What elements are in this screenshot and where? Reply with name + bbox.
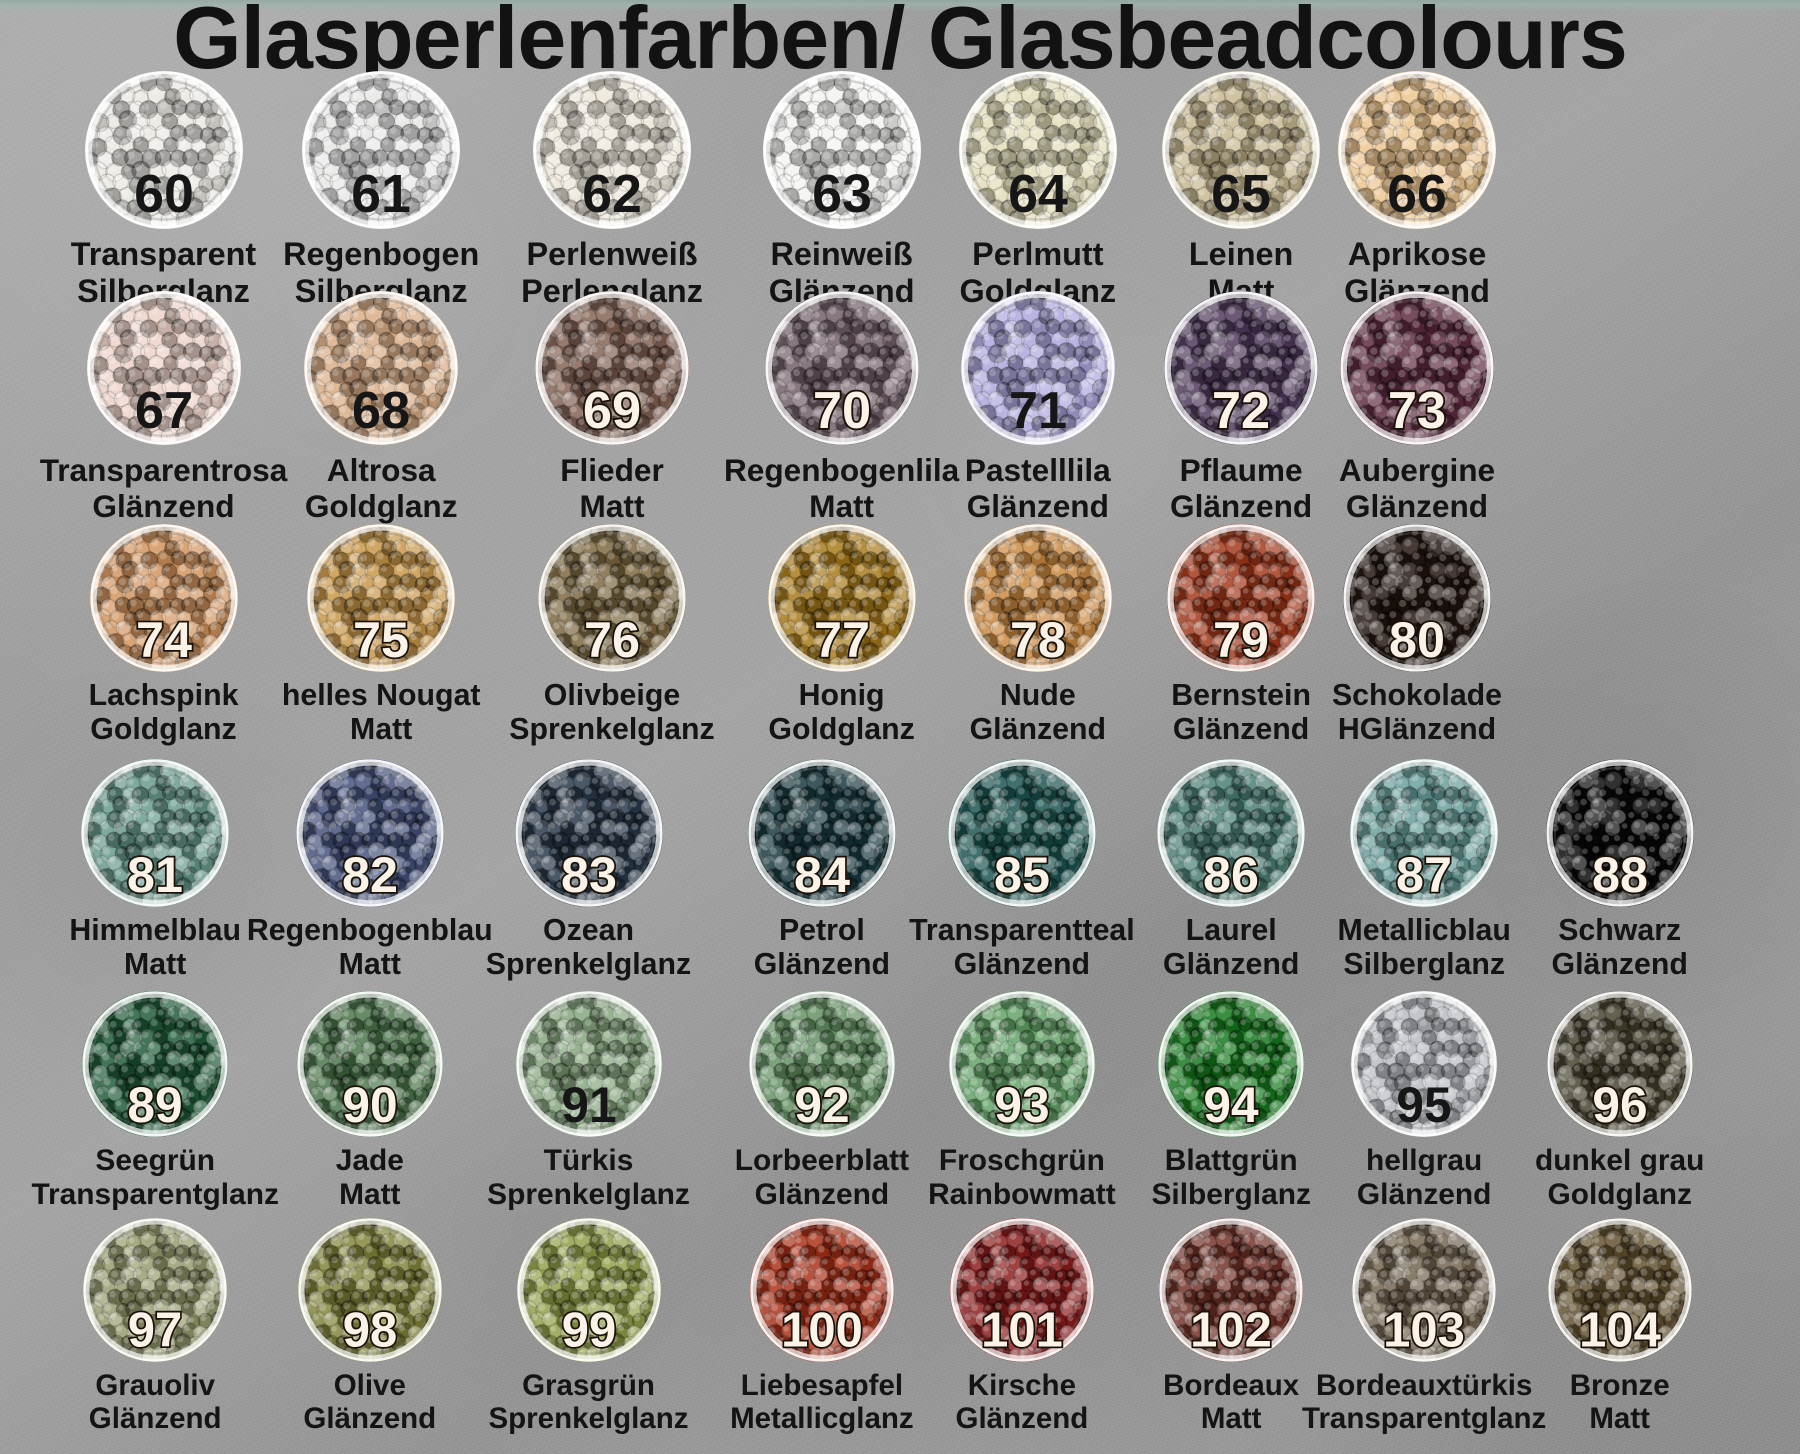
svg-text:87: 87 bbox=[1396, 846, 1452, 903]
svg-text:97: 97 bbox=[128, 1303, 182, 1357]
svg-text:63: 63 bbox=[812, 164, 872, 224]
svg-text:74: 74 bbox=[136, 611, 192, 668]
svg-text:93: 93 bbox=[994, 1077, 1049, 1133]
svg-text:71: 71 bbox=[1009, 382, 1067, 440]
svg-text:60: 60 bbox=[134, 164, 194, 224]
svg-text:82: 82 bbox=[342, 846, 398, 903]
svg-text:67: 67 bbox=[134, 382, 192, 440]
svg-text:91: 91 bbox=[561, 1077, 616, 1133]
svg-text:103: 103 bbox=[1383, 1303, 1465, 1357]
svg-text:70: 70 bbox=[812, 382, 870, 440]
svg-text:80: 80 bbox=[1389, 611, 1445, 668]
svg-text:88: 88 bbox=[1592, 846, 1648, 903]
svg-text:64: 64 bbox=[1008, 164, 1068, 224]
svg-text:100: 100 bbox=[781, 1303, 863, 1357]
svg-text:101: 101 bbox=[981, 1303, 1063, 1357]
svg-text:61: 61 bbox=[351, 164, 411, 224]
svg-text:62: 62 bbox=[582, 164, 642, 224]
svg-text:102: 102 bbox=[1190, 1303, 1272, 1357]
svg-text:90: 90 bbox=[342, 1077, 397, 1133]
svg-text:86: 86 bbox=[1203, 846, 1259, 903]
svg-text:104: 104 bbox=[1579, 1303, 1661, 1357]
svg-text:84: 84 bbox=[794, 846, 850, 903]
svg-text:75: 75 bbox=[353, 611, 409, 668]
svg-text:77: 77 bbox=[814, 611, 870, 668]
svg-text:92: 92 bbox=[794, 1077, 849, 1133]
svg-text:95: 95 bbox=[1397, 1077, 1452, 1133]
svg-text:89: 89 bbox=[128, 1077, 183, 1133]
svg-text:76: 76 bbox=[584, 611, 640, 668]
svg-text:83: 83 bbox=[561, 846, 617, 903]
svg-text:85: 85 bbox=[994, 846, 1050, 903]
svg-text:72: 72 bbox=[1212, 382, 1270, 440]
svg-text:66: 66 bbox=[1387, 164, 1447, 224]
svg-text:79: 79 bbox=[1213, 611, 1269, 668]
svg-text:73: 73 bbox=[1388, 382, 1446, 440]
svg-text:69: 69 bbox=[583, 382, 641, 440]
svg-text:78: 78 bbox=[1010, 611, 1066, 668]
svg-text:94: 94 bbox=[1204, 1077, 1260, 1133]
svg-text:98: 98 bbox=[343, 1303, 397, 1357]
svg-text:81: 81 bbox=[127, 846, 183, 903]
svg-text:68: 68 bbox=[352, 382, 410, 440]
svg-text:96: 96 bbox=[1592, 1077, 1647, 1133]
svg-text:99: 99 bbox=[561, 1303, 615, 1357]
svg-text:65: 65 bbox=[1211, 164, 1271, 224]
